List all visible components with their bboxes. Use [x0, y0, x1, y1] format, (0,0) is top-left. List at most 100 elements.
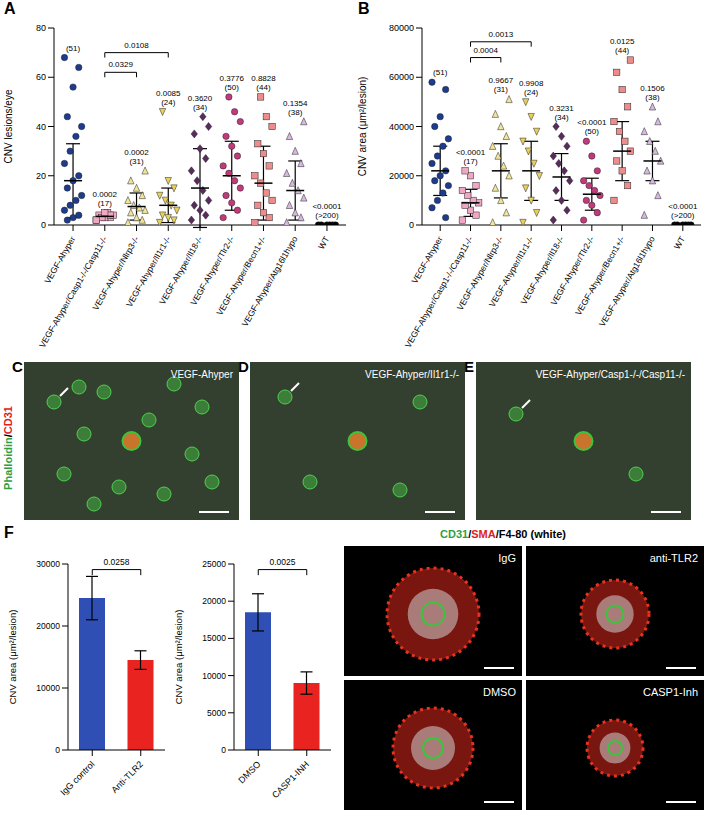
svg-text:VEGF-Ahyper/Nlrp3-/-: VEGF-Ahyper/Nlrp3-/-	[90, 234, 141, 312]
svg-text:0.0025: 0.0025	[270, 557, 296, 567]
svg-text:(17): (17)	[463, 157, 478, 166]
svg-text:IgG control: IgG control	[58, 759, 96, 797]
svg-text:(50): (50)	[225, 83, 240, 92]
svg-text:VEGF-Ahyper/Tlr2-/-: VEGF-Ahyper/Tlr2-/-	[188, 234, 237, 307]
svg-text:CASP1-Inh: CASP1-Inh	[643, 686, 698, 698]
svg-text:0.0002: 0.0002	[93, 190, 118, 199]
svg-text:Phalloidin/CD31: Phalloidin/CD31	[2, 406, 14, 490]
svg-text:E: E	[464, 358, 474, 375]
svg-text:CNV area (μm²/lesion): CNV area (μm²/lesion)	[7, 610, 18, 705]
svg-text:VEGF-Ahyper: VEGF-Ahyper	[409, 234, 444, 285]
svg-text:VEGF-Ahyper/Atg16l1hypo: VEGF-Ahyper/Atg16l1hypo	[240, 234, 300, 328]
svg-text:20000: 20000	[202, 596, 226, 606]
svg-text:10000: 10000	[202, 671, 226, 681]
html-text:B: B	[358, 0, 370, 17]
svg-text:(38): (38)	[288, 108, 303, 117]
svg-text:CNV area (μm²/lesion): CNV area (μm²/lesion)	[173, 610, 184, 705]
svg-text:DMSO: DMSO	[483, 686, 516, 698]
svg-text:CD31/SMA/F4-80 (white): CD31/SMA/F4-80 (white)	[440, 528, 566, 540]
svg-text:40: 40	[36, 122, 46, 132]
svg-text:15000: 15000	[202, 633, 226, 643]
svg-text:0: 0	[409, 220, 414, 230]
svg-text:(17): (17)	[98, 199, 113, 208]
svg-text:VEGF-Ahyper/Becn1+/-: VEGF-Ahyper/Becn1+/-	[214, 234, 268, 317]
svg-text:80000: 80000	[389, 23, 414, 33]
svg-text:40000: 40000	[389, 122, 414, 132]
svg-text:WT: WT	[672, 235, 687, 251]
html-text:A: A	[4, 0, 16, 17]
svg-text:0.3620: 0.3620	[188, 94, 213, 103]
svg-text:0.0004: 0.0004	[473, 46, 498, 55]
svg-text:0.0329: 0.0329	[108, 60, 133, 69]
svg-text:0.9908: 0.9908	[519, 79, 544, 88]
svg-text:VEGF-Ahyper/Il1r1-/-: VEGF-Ahyper/Il1r1-/-	[486, 234, 536, 309]
svg-text:60: 60	[36, 72, 46, 82]
svg-text:(34): (34)	[554, 113, 569, 122]
svg-text:CASP1-INH: CASP1-INH	[270, 759, 311, 800]
svg-text:0: 0	[221, 745, 226, 755]
svg-text:(50): (50)	[585, 127, 600, 136]
svg-text:VEGF-Ahyper/Atg16l1hypo: VEGF-Ahyper/Atg16l1hypo	[597, 234, 657, 328]
svg-text:<0.0001: <0.0001	[668, 202, 698, 211]
svg-text:5000: 5000	[207, 708, 226, 718]
svg-text:0: 0	[41, 220, 46, 230]
svg-text:(44): (44)	[256, 83, 271, 92]
svg-text:VEGF-Ahyper/Casp1-/-/Casp11-/-: VEGF-Ahyper/Casp1-/-/Casp11-/-	[37, 234, 110, 350]
svg-text:VEGF-Ahyper/Tlr2-/-: VEGF-Ahyper/Tlr2-/-	[548, 234, 597, 307]
svg-text:VEGF-Ahyper: VEGF-Ahyper	[42, 234, 77, 285]
svg-text:WT: WT	[316, 235, 331, 251]
svg-text:(44): (44)	[615, 46, 630, 55]
svg-text:0.0085: 0.0085	[156, 89, 181, 98]
svg-text:(>200): (>200)	[315, 211, 339, 220]
svg-text:0.0108: 0.0108	[124, 41, 149, 50]
svg-text:(31): (31)	[129, 157, 144, 166]
svg-text:(51): (51)	[66, 44, 81, 53]
svg-text:0.3231: 0.3231	[549, 104, 574, 113]
svg-text:VEGF-Ahyper/Il1r1-/-: VEGF-Ahyper/Il1r1-/-	[124, 234, 173, 309]
svg-text:VEGF-Ahyper/Becn1+/-: VEGF-Ahyper/Becn1+/-	[573, 234, 627, 317]
svg-text:CNV lesions/eye: CNV lesions/eye	[3, 89, 14, 163]
svg-text:VEGF-Ahyper/Il18-/-: VEGF-Ahyper/Il18-/-	[157, 234, 205, 307]
svg-text:VEGF-Ahyper/Casp1-/-/Casp11-/-: VEGF-Ahyper/Casp1-/-/Casp11-/-	[402, 234, 475, 350]
svg-text:0.1506: 0.1506	[640, 84, 665, 93]
svg-text:DMSO: DMSO	[236, 759, 262, 785]
svg-text:VEGF-Ahyper/Nlrp3-/-: VEGF-Ahyper/Nlrp3-/-	[454, 234, 506, 312]
svg-text:(34): (34)	[193, 103, 208, 112]
svg-text:(38): (38)	[645, 93, 660, 102]
svg-text:<0.0001: <0.0001	[312, 202, 342, 211]
svg-text:(24): (24)	[524, 88, 539, 97]
svg-text:0.0013: 0.0013	[489, 30, 514, 39]
svg-text:25000: 25000	[202, 559, 226, 569]
svg-text:(51): (51)	[433, 68, 448, 77]
svg-text:10000: 10000	[36, 683, 60, 693]
svg-text:0.9667: 0.9667	[489, 76, 514, 85]
svg-text:IgG: IgG	[498, 552, 516, 564]
svg-text:(24): (24)	[161, 98, 176, 107]
svg-text:0.1354: 0.1354	[283, 99, 308, 108]
svg-text:20000: 20000	[389, 171, 414, 181]
svg-text:VEGF-Ahyper: VEGF-Ahyper	[171, 369, 234, 380]
svg-text:D: D	[238, 358, 249, 375]
svg-text:VEGF-Ahyper/Casp1-/-/Casp11-/-: VEGF-Ahyper/Casp1-/-/Casp11-/-	[536, 369, 685, 380]
svg-text:0: 0	[55, 745, 60, 755]
svg-text:CNV area (μm²/lesion): CNV area (μm²/lesion)	[357, 77, 368, 177]
svg-text:0.0125: 0.0125	[610, 37, 635, 46]
svg-text:<0.0001: <0.0001	[577, 118, 607, 127]
svg-text:20: 20	[36, 171, 46, 181]
svg-text:60000: 60000	[389, 72, 414, 82]
svg-text:0.8828: 0.8828	[251, 74, 276, 83]
svg-text:<0.0001: <0.0001	[456, 148, 486, 157]
svg-text:Anti-TLR2: Anti-TLR2	[109, 759, 145, 795]
svg-text:VEGF-Ahyper/Il18-/-: VEGF-Ahyper/Il18-/-	[518, 234, 566, 307]
svg-text:30000: 30000	[36, 559, 60, 569]
svg-text:anti-TLR2: anti-TLR2	[650, 552, 698, 564]
svg-text:80: 80	[36, 23, 46, 33]
svg-text:0.0258: 0.0258	[104, 557, 130, 567]
svg-text:(>200): (>200)	[671, 211, 695, 220]
svg-text:VEGF-Ahyper/Il1r1-/-: VEGF-Ahyper/Il1r1-/-	[365, 369, 459, 380]
svg-text:C: C	[12, 358, 23, 375]
svg-text:(31): (31)	[494, 85, 509, 94]
svg-text:20000: 20000	[36, 621, 60, 631]
svg-text:0.3776: 0.3776	[220, 74, 245, 83]
svg-text:0.0002: 0.0002	[124, 148, 149, 157]
